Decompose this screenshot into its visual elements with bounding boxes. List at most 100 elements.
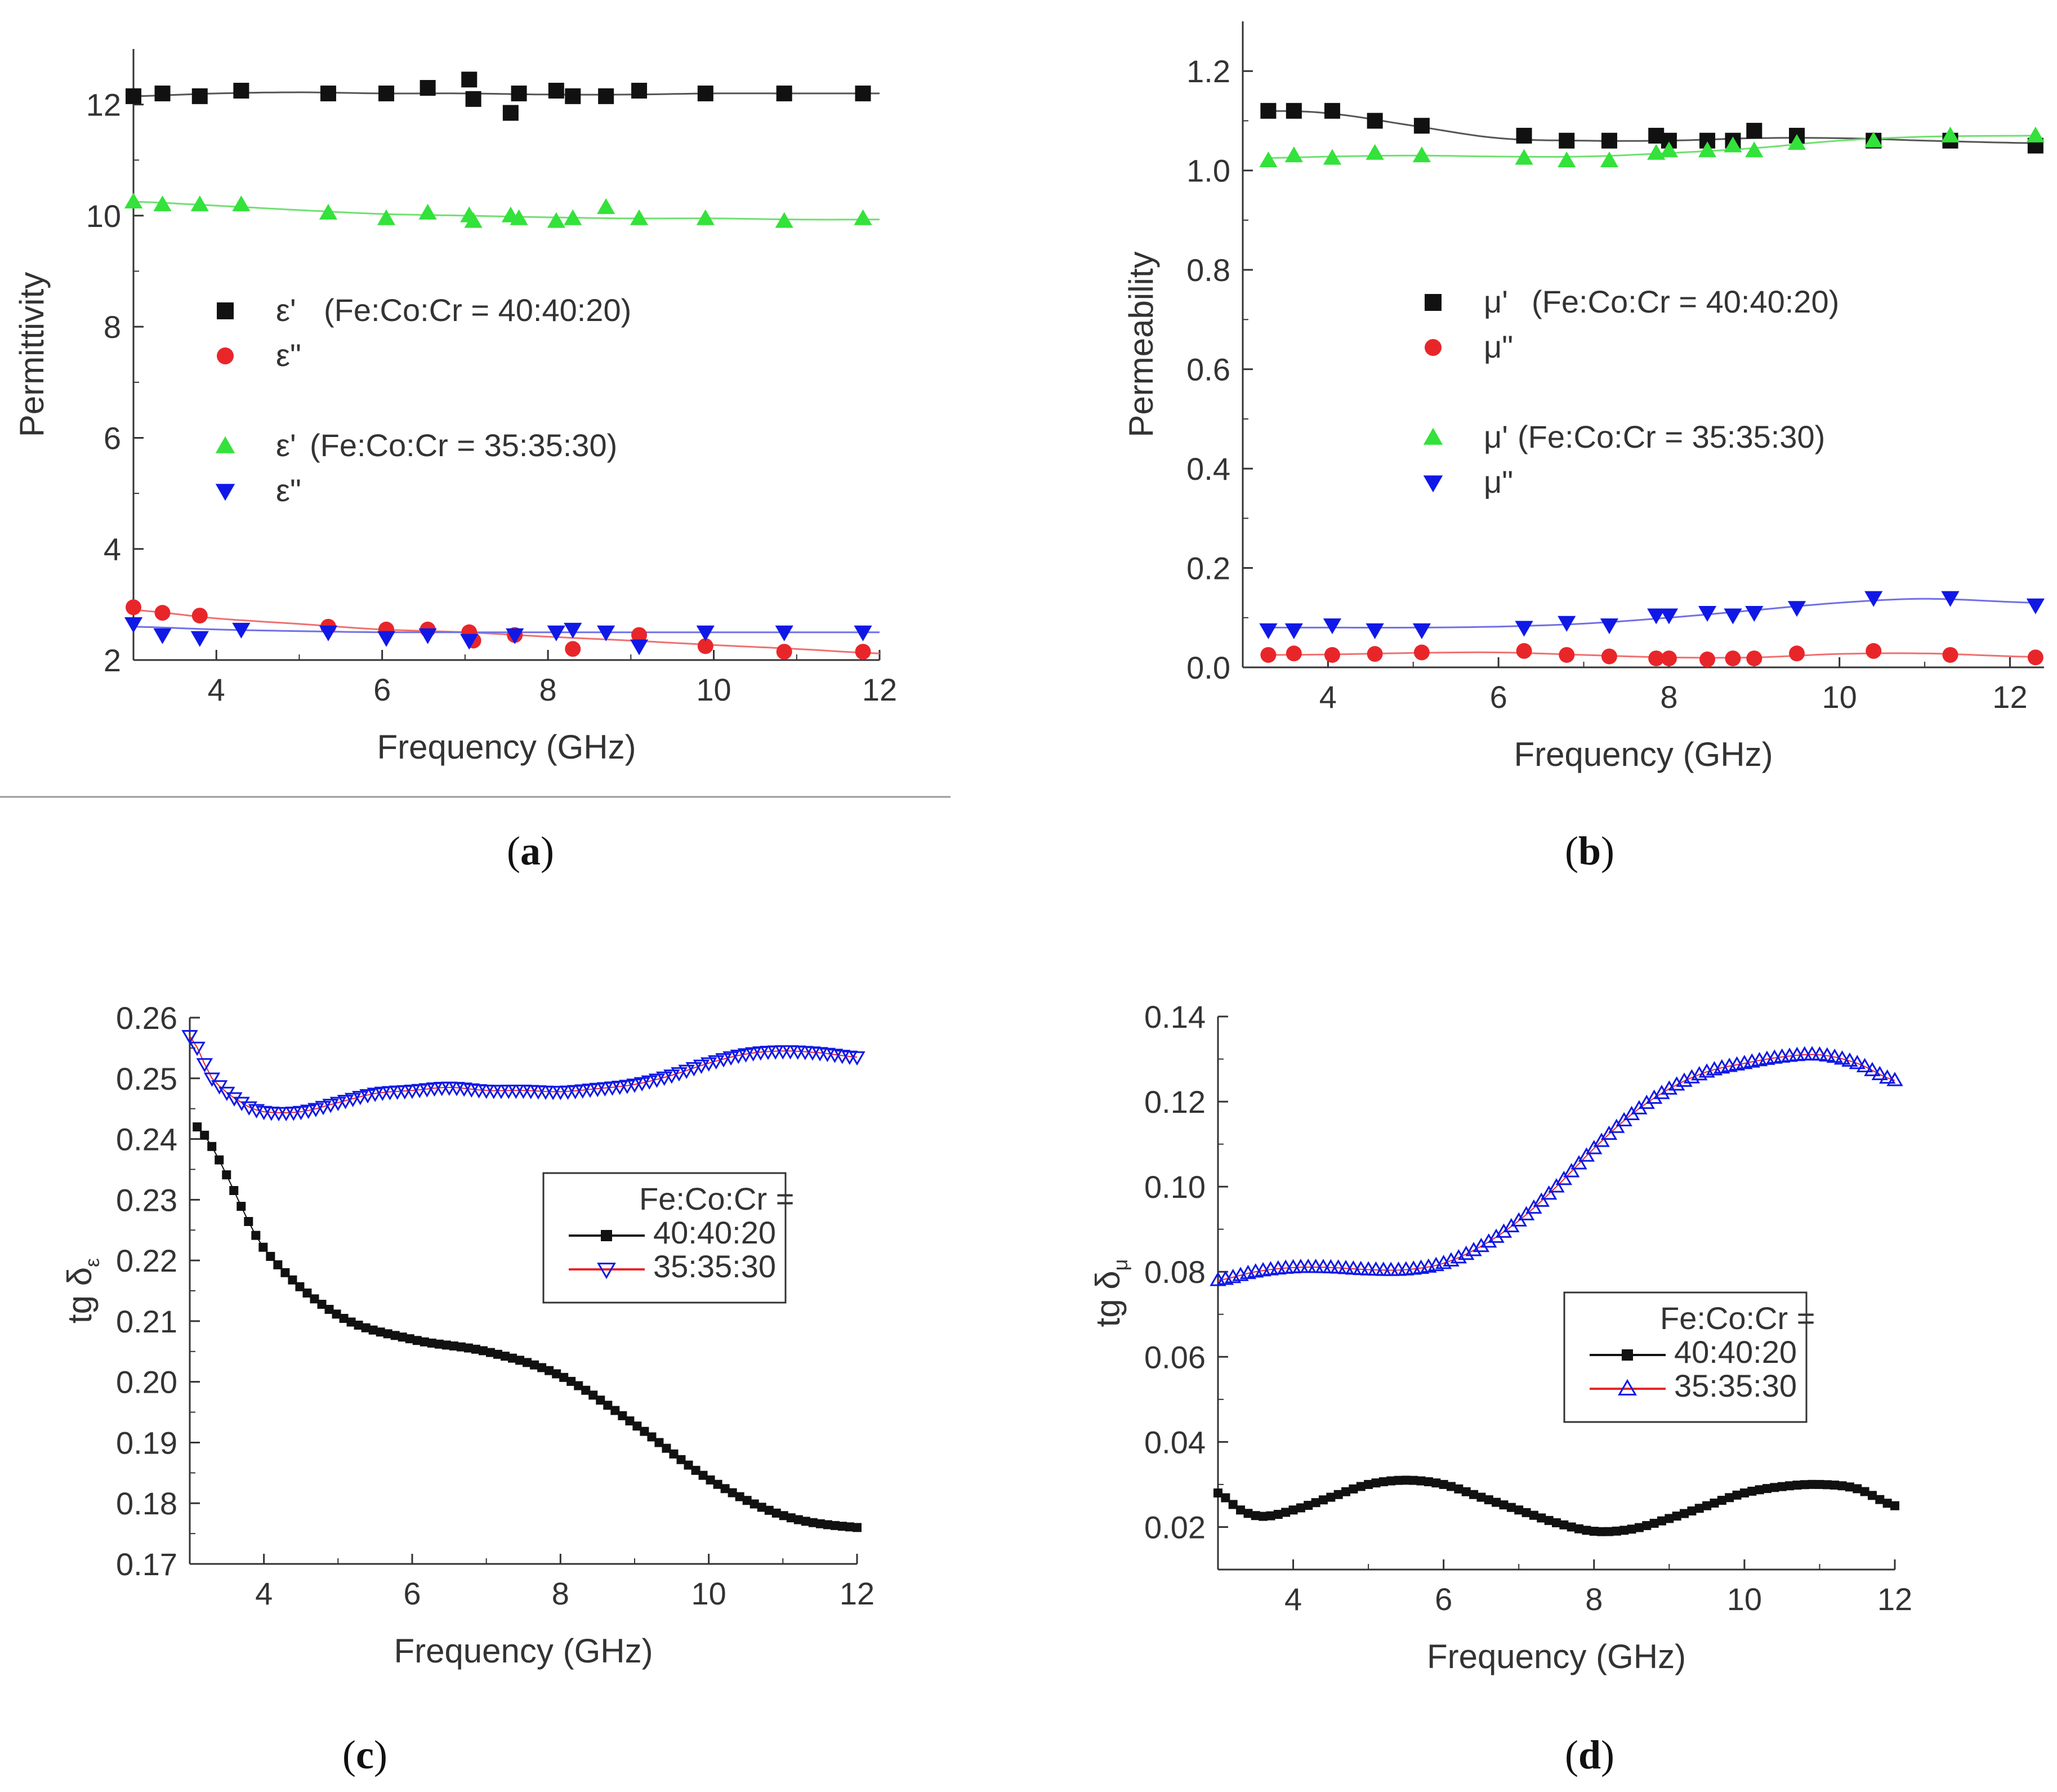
chart-d-point bbox=[1676, 1072, 1693, 1087]
chart-c-point bbox=[589, 1082, 606, 1098]
chart-b-point bbox=[2026, 598, 2045, 614]
chart-d-point bbox=[1349, 1484, 1358, 1494]
chart-c-point bbox=[354, 1321, 363, 1330]
chart-a-point bbox=[775, 625, 793, 641]
chart-c-point bbox=[678, 1064, 695, 1079]
chart-d-y-tick-label: 0.14 bbox=[1144, 999, 1206, 1035]
chart-d-point bbox=[1281, 1508, 1291, 1517]
chart-c-point bbox=[669, 1449, 679, 1459]
chart-a-y-tick-label: 12 bbox=[86, 87, 121, 123]
chart-b-legend-label: (Fe:Co:Cr = 40:40:20) bbox=[1532, 284, 1839, 319]
chart-d-point bbox=[1259, 1512, 1268, 1521]
chart-c-y-tick-label: 0.20 bbox=[116, 1365, 177, 1400]
chart-d-point bbox=[1480, 1233, 1497, 1248]
chart-b-x-axis-title: Frequency (GHz) bbox=[1514, 735, 1773, 773]
chart-d-point bbox=[1288, 1505, 1298, 1515]
chart-d-point bbox=[1311, 1498, 1320, 1508]
chart-b-y-tick-label: 0.2 bbox=[1186, 551, 1230, 586]
chart-a-point bbox=[502, 105, 519, 121]
chart-d-point bbox=[1849, 1054, 1866, 1069]
chart-b-point bbox=[1724, 608, 1742, 625]
chart-a-point bbox=[597, 198, 615, 215]
chart-c-point bbox=[582, 1084, 599, 1098]
chart-c-point bbox=[258, 1242, 268, 1252]
chart-c-point bbox=[404, 1085, 421, 1099]
chart-a-point bbox=[631, 627, 648, 643]
chart-d-point bbox=[1612, 1526, 1621, 1536]
chart-a-point bbox=[630, 209, 649, 225]
chart-d-point bbox=[1521, 1508, 1531, 1517]
chart-d-point bbox=[1683, 1069, 1701, 1084]
chart-b-point bbox=[1699, 651, 1716, 667]
chart-c-point bbox=[244, 1216, 253, 1226]
chart-c-point bbox=[647, 1432, 657, 1442]
chart-c-point bbox=[222, 1170, 231, 1180]
chart-d-point bbox=[1853, 1484, 1862, 1494]
chart-d-point bbox=[1578, 1147, 1595, 1162]
chart-d-point bbox=[1634, 1523, 1644, 1532]
chart-c-point bbox=[200, 1130, 209, 1140]
chart-c: 4 6 8 10 12 0.17 0.18 0.19 0.20 0.21 0.22 0.23 0.24 0… bbox=[61, 1000, 874, 1777]
chart-a-legend-symbol: ε" bbox=[276, 337, 301, 373]
chart-d-point bbox=[1454, 1484, 1463, 1494]
chart-a-point bbox=[461, 72, 478, 88]
chart-d-point bbox=[1213, 1488, 1222, 1498]
chart-d-point bbox=[1570, 1155, 1587, 1170]
chart-a-x-axis-title: Frequency (GHz) bbox=[377, 728, 636, 766]
chart-b-point bbox=[1788, 645, 1805, 662]
chart-c-point bbox=[493, 1349, 503, 1359]
chart-b-y-tick-label: 0.0 bbox=[1186, 650, 1230, 685]
chart-c-y-tick-label: 0.21 bbox=[116, 1304, 177, 1339]
chart-d-point bbox=[1473, 1237, 1490, 1252]
chart-b-legend-marker bbox=[1425, 294, 1442, 311]
chart-d-point bbox=[1871, 1066, 1888, 1080]
chart-c-point bbox=[735, 1492, 744, 1501]
chart-d-point bbox=[1586, 1140, 1603, 1154]
chart-c-point bbox=[226, 1092, 243, 1107]
chart-c-point bbox=[237, 1202, 246, 1211]
chart-b-legend-label: (Fe:Co:Cr = 35:35:30) bbox=[1518, 419, 1825, 454]
chart-b-point bbox=[1558, 616, 1576, 632]
chart-d-point bbox=[1273, 1510, 1283, 1519]
chart-c-legend-title: Fe:Co:Cr = bbox=[639, 1181, 794, 1216]
chart-b-point bbox=[1698, 606, 1717, 622]
chart-b-point bbox=[1516, 127, 1532, 144]
chart-d-point bbox=[1443, 1252, 1460, 1267]
chart-d-point bbox=[1747, 1486, 1757, 1496]
chart-b-point bbox=[1324, 647, 1340, 663]
chart-a-point bbox=[564, 622, 582, 639]
chart-a-point bbox=[854, 209, 872, 225]
chart-c-point bbox=[808, 1518, 818, 1527]
chart-a-point bbox=[460, 634, 479, 650]
chart-d-point bbox=[1304, 1500, 1313, 1510]
chart-b-point bbox=[1284, 146, 1303, 163]
chart-d-point bbox=[1837, 1481, 1847, 1491]
chart-b-point bbox=[1647, 144, 1666, 160]
chart-c-point bbox=[390, 1331, 400, 1340]
chart-d-point bbox=[1878, 1069, 1896, 1084]
chart-b-point bbox=[2026, 126, 2045, 142]
chart-c-point bbox=[700, 1057, 717, 1072]
chart-b-point bbox=[1367, 646, 1383, 662]
chart-c-point bbox=[604, 1081, 621, 1096]
chart-c-point bbox=[801, 1517, 810, 1526]
chart-d-point bbox=[1886, 1072, 1903, 1086]
chart-a-legend-label: (Fe:Co:Cr = 40:40:20) bbox=[324, 292, 631, 328]
chart-b-x-tick-label: 12 bbox=[1992, 679, 2027, 715]
chart-c-x-tick-label: 6 bbox=[403, 1576, 421, 1611]
chart-d-y-tick-label: 0.04 bbox=[1144, 1424, 1206, 1460]
chart-b-point bbox=[1745, 606, 1764, 622]
chart-c-point bbox=[757, 1503, 766, 1512]
chart-a-y-tick-label: 6 bbox=[104, 420, 121, 456]
chart-a-legend-symbol: ε" bbox=[276, 472, 301, 508]
chart-c-point bbox=[427, 1338, 436, 1348]
chart-d-point bbox=[1604, 1527, 1614, 1536]
chart-a-point bbox=[153, 195, 172, 212]
chart-d-point bbox=[1484, 1495, 1493, 1505]
chart-d-point bbox=[1725, 1493, 1734, 1503]
chart-b-point bbox=[1412, 623, 1431, 639]
chart-d-point bbox=[1642, 1521, 1652, 1530]
chart-d-y-tick-label: 0.02 bbox=[1144, 1509, 1206, 1545]
chart-d-point bbox=[1563, 1163, 1580, 1178]
